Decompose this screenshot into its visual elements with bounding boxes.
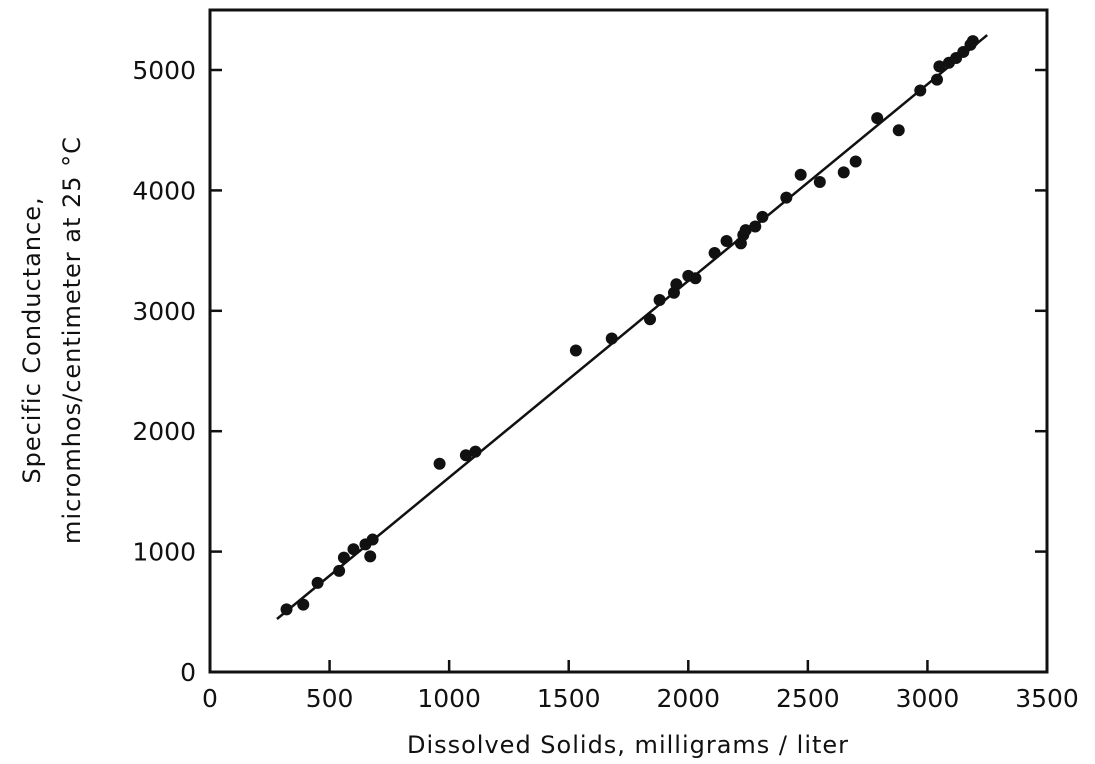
- data-point: [644, 313, 657, 326]
- data-point: [720, 234, 733, 247]
- data-point: [933, 60, 946, 73]
- data-point: [837, 166, 850, 179]
- data-point: [749, 220, 762, 233]
- data-point: [966, 35, 979, 48]
- x-tick-label: 3500: [1015, 684, 1079, 713]
- data-point: [347, 543, 360, 556]
- x-tick-label: 3000: [896, 684, 960, 713]
- y-axis-ticks: 0 1000 2000 3000 4000 5000: [132, 56, 1047, 687]
- x-tick-label: 1500: [537, 684, 601, 713]
- data-point: [871, 112, 884, 125]
- data-point: [569, 344, 582, 357]
- x-tick-label: 2500: [776, 684, 840, 713]
- data-point: [605, 332, 618, 345]
- x-tick-label: 2000: [656, 684, 720, 713]
- data-point: [469, 445, 482, 458]
- data-point: [914, 84, 927, 97]
- data-point: [794, 168, 807, 181]
- data-point: [337, 551, 350, 564]
- data-point: [280, 603, 293, 616]
- data-point: [333, 564, 346, 577]
- data-point: [459, 449, 472, 462]
- data-point: [813, 175, 826, 188]
- data-point: [756, 210, 769, 223]
- data-points: [280, 35, 979, 616]
- x-tick-label: 500: [306, 684, 354, 713]
- data-point: [739, 224, 752, 237]
- y-tick-label: 4000: [132, 176, 196, 205]
- data-point: [311, 576, 324, 589]
- data-point: [689, 272, 702, 285]
- data-point: [364, 550, 377, 563]
- data-point: [653, 293, 666, 306]
- fit-line-group: [276, 34, 989, 620]
- fit-line: [276, 34, 989, 620]
- y-tick-label: 1000: [132, 538, 196, 567]
- x-tick-label: 0: [202, 684, 218, 713]
- data-point: [708, 247, 721, 260]
- data-point: [892, 124, 905, 137]
- data-point: [297, 598, 310, 611]
- y-tick-label: 5000: [132, 56, 196, 85]
- x-axis-ticks: 0 500 1000 1500 2000 2500 3000 3500: [202, 660, 1079, 713]
- data-point: [366, 533, 379, 546]
- plot-frame: [208, 8, 1049, 674]
- data-point: [780, 191, 793, 204]
- data-point: [930, 73, 943, 86]
- data-point: [670, 278, 683, 291]
- y-axis-title-line1: Specific Conductance,: [18, 196, 46, 483]
- y-tick-label: 2000: [132, 417, 196, 446]
- data-point: [849, 155, 862, 168]
- y-tick-label: 0: [180, 658, 196, 687]
- y-tick-label: 3000: [132, 297, 196, 326]
- y-axis-title-line2: micromhos/centimeter at 25 °C: [58, 136, 86, 544]
- x-axis-title: Dissolved Solids, milligrams / liter: [407, 731, 849, 759]
- data-point: [433, 457, 446, 470]
- x-tick-label: 1000: [417, 684, 481, 713]
